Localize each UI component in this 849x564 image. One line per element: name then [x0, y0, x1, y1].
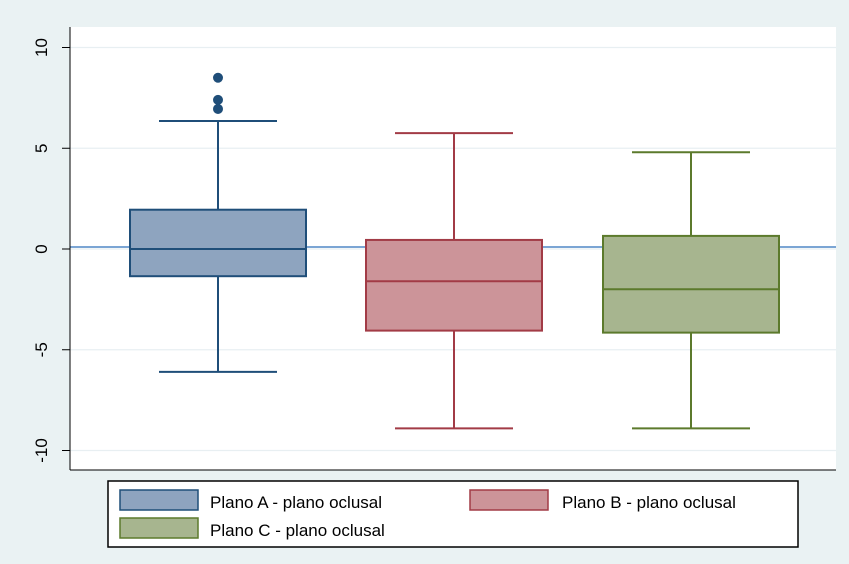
box-group — [602, 151, 780, 430]
legend-label: Plano C - plano oclusal — [210, 521, 385, 540]
outlier-point — [213, 94, 223, 105]
y-tick-label: 5 — [32, 144, 51, 153]
y-tick-label: 0 — [32, 244, 51, 253]
legend-swatch — [119, 517, 199, 539]
legend: Plano A - plano oclusal Plano B - plano o… — [107, 480, 799, 548]
y-tick-label: 10 — [32, 38, 51, 57]
legend-label: Plano B - plano oclusal — [562, 493, 736, 512]
y-tick-label: -10 — [32, 438, 51, 463]
legend-swatch — [119, 489, 199, 511]
box-group — [365, 132, 543, 430]
boxes-group — [129, 72, 780, 430]
legend-box — [107, 480, 799, 548]
box-group — [129, 72, 307, 373]
box — [365, 238, 543, 332]
y-axis: 10 5 0 -5 -10 — [32, 27, 836, 471]
box — [129, 208, 307, 278]
outlier-point — [213, 72, 223, 83]
legend-label: Plano A - plano oclusal — [210, 493, 382, 512]
outlier-point — [213, 103, 223, 114]
y-tick-label: -5 — [32, 342, 51, 357]
legend-swatch — [469, 489, 549, 511]
box — [602, 234, 780, 334]
